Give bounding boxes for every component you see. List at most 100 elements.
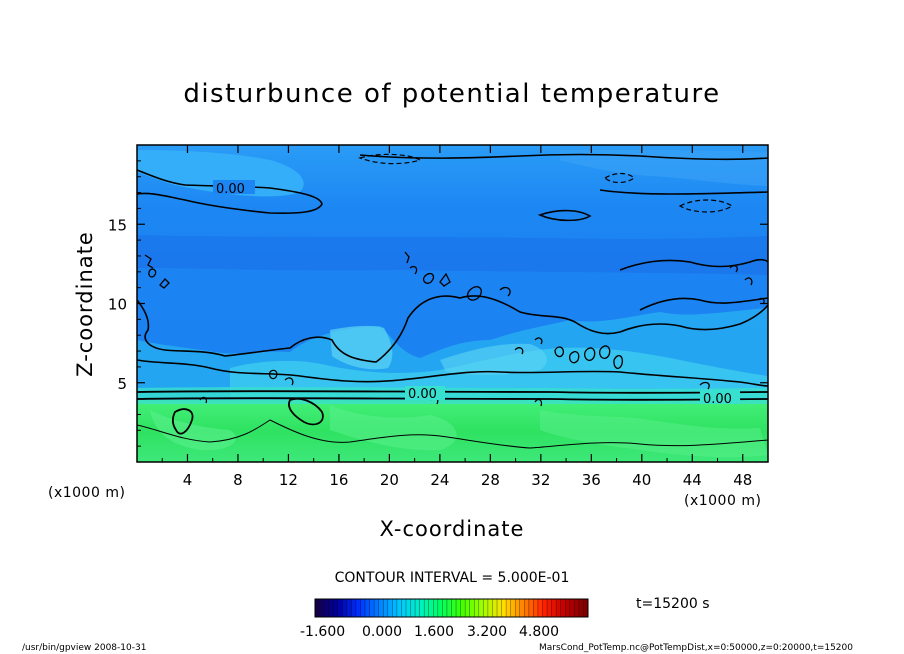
colorbar-cell xyxy=(369,599,375,617)
contour-label-interface-right: 0.00 xyxy=(703,392,732,407)
x-tick-label: 44 xyxy=(683,471,702,489)
central-cyan-blob xyxy=(330,325,393,370)
turb-mark xyxy=(148,268,157,278)
colorbar-cell xyxy=(487,599,493,617)
x-tick-label: 40 xyxy=(632,471,651,489)
x-tick-label: 12 xyxy=(279,471,298,489)
colorbar-tick-labels: -1.600 0.000 1.600 3.200 4.800 xyxy=(300,624,559,640)
turb-mark xyxy=(699,381,710,390)
turb-mark xyxy=(404,251,410,264)
colorbar-cell xyxy=(560,599,566,617)
colorbar-cell xyxy=(387,599,393,617)
colorbar-cell xyxy=(401,599,407,617)
x-tick-label: 28 xyxy=(481,471,500,489)
turb-mark xyxy=(409,265,418,275)
colorbar-cell xyxy=(460,599,466,617)
contour-lower-2 xyxy=(288,397,324,426)
colorbar-cell xyxy=(419,599,425,617)
colorbar-cell xyxy=(406,599,411,617)
colorbar-cell xyxy=(537,599,543,617)
colorbar-cell xyxy=(574,599,580,617)
colorbar-cell xyxy=(446,599,452,617)
colorbar-cell xyxy=(465,599,470,617)
colorbar-cell xyxy=(451,599,457,617)
colorbar-cell xyxy=(351,599,357,617)
colorbar-cell xyxy=(551,599,557,617)
turb-mark xyxy=(466,286,482,301)
turb-mark xyxy=(499,286,511,297)
neg-contour-2 xyxy=(603,172,635,184)
colorbar xyxy=(314,599,589,617)
colorbar-cell xyxy=(578,599,584,617)
colorbar-cell xyxy=(365,599,370,617)
colorbar-cell xyxy=(542,599,548,617)
contour-interval: CONTOUR INTERVAL = 5.000E-01 xyxy=(335,570,570,586)
colorbar-cell xyxy=(519,599,525,617)
colorbar-cell xyxy=(315,599,320,617)
y-axis-label: Z-coordinate xyxy=(73,231,97,377)
colorbar-tick-label: 0.000 xyxy=(362,624,402,640)
turb-mark xyxy=(439,272,451,287)
dark-blue-band xyxy=(137,235,768,275)
colorbar-cell xyxy=(342,599,348,617)
neg-contour-1 xyxy=(358,153,422,165)
right-cyan-blob xyxy=(440,343,547,375)
footer-left: /usr/bin/gpview 2008-10-31 xyxy=(22,643,146,653)
colorbar-cell xyxy=(524,599,530,617)
colorbar-cell xyxy=(483,599,489,617)
contour-labels: 0.00 0.00 0.00 xyxy=(213,180,740,407)
colorbar-tick-label: -1.600 xyxy=(300,624,345,640)
y-tick-label: 10 xyxy=(108,296,127,314)
contour-label-interface: 0.00 xyxy=(408,387,437,402)
colorbar-tick-label: 3.200 xyxy=(467,624,507,640)
x-tick-label: 4 xyxy=(183,471,193,489)
colorbar-cell xyxy=(428,599,434,617)
contour-lower-1 xyxy=(171,408,194,435)
turb-mark xyxy=(422,272,435,284)
colorbar-cell xyxy=(569,599,575,617)
colorbar-cell xyxy=(437,599,443,617)
colorbar-cell xyxy=(469,599,475,617)
colorbar-cell xyxy=(355,599,361,617)
colorbar-cell xyxy=(510,599,516,617)
footer-right: MarsCond_PotTemp.nc@PotTempDist,x=0:5000… xyxy=(539,643,853,653)
turb-mark xyxy=(599,345,611,359)
negative-contours xyxy=(358,153,734,213)
turb-mark xyxy=(534,398,543,407)
lower-patch-1 xyxy=(150,410,236,451)
colorbar-cell xyxy=(547,599,552,617)
contour-field: 0.00 0.00 0.00 xyxy=(137,145,768,462)
interface-layer xyxy=(137,387,768,404)
contour-upper-right xyxy=(359,153,768,161)
turb-mark xyxy=(554,346,565,358)
x-tick-label: 32 xyxy=(531,471,550,489)
colorbar-cell xyxy=(515,599,521,617)
colorbar-cell xyxy=(533,599,539,617)
colorbar-cell xyxy=(378,599,384,617)
x-unit-left: (x1000 m) xyxy=(48,485,125,501)
lower-patch-2 xyxy=(330,405,457,451)
lower-patch-3 xyxy=(540,410,768,458)
x-tick-label: 24 xyxy=(430,471,449,489)
y-axis-ticks: 5 10 15 xyxy=(108,160,768,447)
turb-mark xyxy=(514,347,524,355)
colorbar-cell xyxy=(528,599,534,617)
contour-right-ridge-2 xyxy=(639,297,768,311)
contour-mid-main xyxy=(137,295,768,363)
colorbar-cell xyxy=(346,599,352,617)
turb-mark xyxy=(534,337,543,345)
colorbar-cell xyxy=(392,599,398,617)
contour-label-upper: 0.00 xyxy=(216,182,245,197)
contour-right-ridge xyxy=(619,258,768,271)
x-axis-label: X-coordinate xyxy=(380,517,525,541)
colorbar-cell xyxy=(433,599,439,617)
turb-mark xyxy=(159,278,170,289)
x-axis-ticks: 4 8 12 16 20 24 28 32 36 40 44 48 xyxy=(161,145,752,489)
colorbar-cell xyxy=(474,599,480,617)
upper-cyan-band xyxy=(137,150,304,197)
x-tick-label: 36 xyxy=(582,471,601,489)
y-tick-label: 15 xyxy=(108,216,127,234)
contour-upper-mid xyxy=(537,209,592,222)
turb-mark xyxy=(268,369,278,380)
